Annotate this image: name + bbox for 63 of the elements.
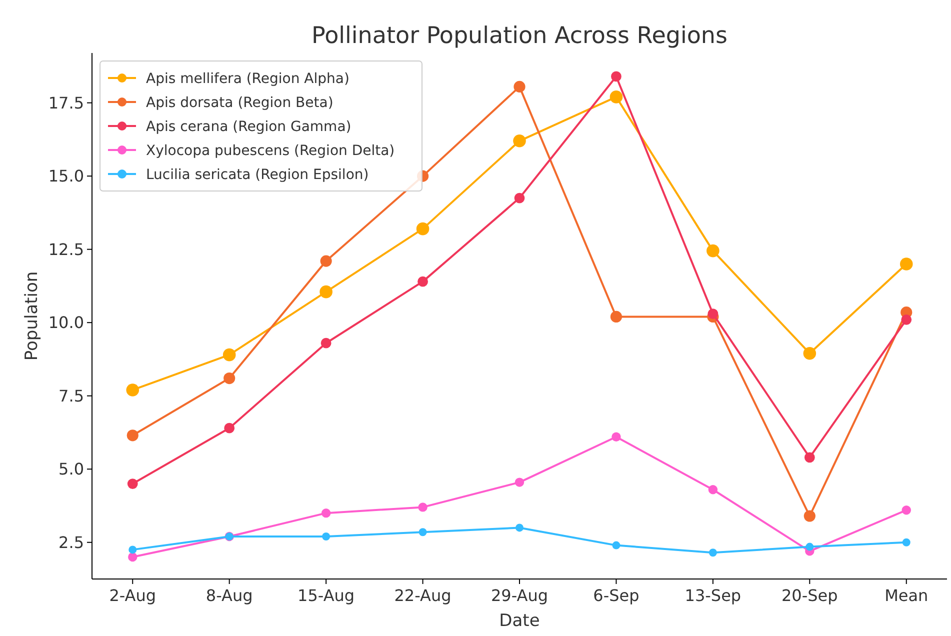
point bbox=[320, 285, 332, 298]
y-tick-label: 12.5 bbox=[48, 240, 84, 259]
point bbox=[804, 452, 815, 463]
legend-label: Apis mellifera (Region Alpha) bbox=[146, 70, 350, 87]
legend-label: Apis dorsata (Region Beta) bbox=[146, 94, 334, 111]
point bbox=[514, 478, 524, 487]
x-axis-title: Date bbox=[499, 611, 540, 631]
point bbox=[612, 541, 620, 550]
point bbox=[416, 222, 430, 236]
point bbox=[513, 134, 526, 148]
point bbox=[321, 508, 331, 518]
point bbox=[611, 71, 622, 82]
point bbox=[418, 276, 428, 287]
y-tick-label: 2.5 bbox=[58, 532, 84, 552]
x-tick-label: 13-Sep bbox=[684, 586, 742, 605]
x-tick-label: 6-Sep bbox=[593, 586, 640, 605]
x-tick-label: 15-Aug bbox=[298, 586, 355, 605]
point bbox=[804, 510, 816, 522]
point bbox=[901, 314, 912, 325]
x-tick-label: 8-Aug bbox=[206, 586, 253, 605]
y-tick-label: 10.0 bbox=[48, 313, 84, 332]
point bbox=[612, 432, 621, 442]
x-tick-label: 20-Sep bbox=[782, 586, 838, 605]
point bbox=[514, 192, 525, 204]
point bbox=[224, 422, 235, 434]
point bbox=[516, 524, 524, 532]
y-tick-label: 7.5 bbox=[58, 386, 84, 406]
point bbox=[128, 546, 137, 554]
point bbox=[706, 244, 720, 258]
chart-title: Pollinator Population Across Regions bbox=[312, 23, 728, 49]
y-tick-label: 17.5 bbox=[48, 93, 84, 112]
point bbox=[126, 430, 138, 442]
x-tick-label: 2-Aug bbox=[109, 586, 156, 605]
x-tick-label: 22-Aug bbox=[394, 586, 452, 605]
point bbox=[222, 348, 236, 362]
point bbox=[418, 502, 428, 512]
point bbox=[320, 255, 332, 267]
point bbox=[322, 532, 330, 541]
point bbox=[126, 384, 140, 396]
point bbox=[708, 308, 718, 319]
point bbox=[708, 485, 718, 494]
point bbox=[902, 538, 910, 546]
point bbox=[320, 338, 332, 348]
point bbox=[128, 552, 138, 562]
point bbox=[127, 478, 138, 489]
legend-label: Apis cerana (Region Gamma) bbox=[146, 118, 352, 135]
point bbox=[610, 90, 623, 104]
point bbox=[902, 506, 911, 515]
point bbox=[803, 346, 816, 360]
point bbox=[610, 310, 622, 323]
point bbox=[224, 372, 236, 384]
y-axis-title: Population bbox=[22, 271, 42, 361]
point bbox=[806, 542, 814, 551]
y-tick-label: 5.0 bbox=[58, 460, 84, 479]
point bbox=[418, 528, 427, 536]
legend-label: Lucilia sericata (Region Epsilon) bbox=[146, 166, 369, 183]
x-tick-label: 29-Aug bbox=[490, 586, 548, 605]
x-tick-label: Mean bbox=[884, 586, 928, 605]
point bbox=[708, 548, 717, 557]
legend-label: Xylocopa pubescens (Region Delta) bbox=[146, 142, 395, 159]
point bbox=[900, 258, 913, 270]
point bbox=[514, 80, 526, 92]
y-tick-label: 15.0 bbox=[48, 166, 84, 186]
